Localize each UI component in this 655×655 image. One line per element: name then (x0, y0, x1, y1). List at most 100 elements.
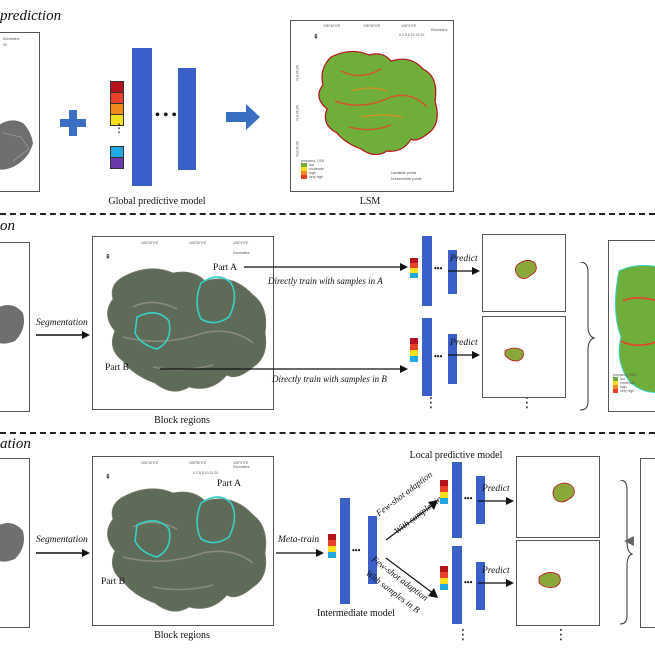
legend-item: high (301, 171, 324, 175)
adapt-arrow-a (385, 500, 438, 541)
lat-label: 30°20'0"N (295, 141, 299, 157)
ellipsis-icon: ⋮ (554, 627, 568, 643)
global-model-network: ⋮ • • • (105, 48, 205, 188)
segmentation-label: Segmentation (36, 318, 88, 328)
lon-label: 105°40'0"E (141, 461, 159, 465)
merged-map: prepared_LSM low moderate high very high (608, 240, 655, 412)
input-strip (110, 81, 124, 126)
lsm-map-shape (318, 50, 438, 156)
section1-title: prediction (0, 8, 62, 24)
ellipsis-icon: ⋮ (424, 395, 438, 411)
train-arrow-a (244, 263, 408, 271)
ellipsis-icon: • • • (155, 108, 177, 123)
lon-label: 106°0'0"E (401, 24, 417, 28)
train-arrow-b (160, 365, 408, 373)
section-divider (0, 432, 655, 434)
map-legend: prepared_LSM low moderate high very high (301, 159, 324, 179)
arrow-right-icon (226, 104, 260, 130)
network-b: ••• (410, 318, 480, 398)
network-layer (452, 462, 462, 538)
nonlandslide-points-label: Nonlandslide points (391, 177, 422, 181)
segmentation-arrow (36, 331, 90, 339)
landslide-points-label: Landslide points (391, 171, 417, 175)
part-a-label: Part A (217, 479, 242, 489)
legend-item: low (301, 163, 324, 167)
scale-unit: Kilometers (233, 251, 250, 255)
lat-label: 30°30'0"N (295, 105, 299, 121)
network-a: ••• (410, 236, 480, 306)
global-model-caption: Global predictive model (108, 196, 206, 207)
meta-train-label: Meta-train (278, 535, 320, 545)
bracket-icon (620, 480, 634, 625)
network-layer (178, 68, 196, 170)
scale-unit: Kilometers (233, 465, 250, 469)
arrow-left-icon (624, 536, 634, 546)
predict-arrow-a (478, 497, 514, 505)
intermediate-model: ••• (326, 498, 386, 608)
lon-label: 105°50'0"E (189, 241, 207, 245)
lon-label: 105°40'0"E (141, 241, 159, 245)
network-layer (422, 236, 432, 306)
legend-item: very high (301, 175, 324, 179)
legend-title: prepared_LSM (301, 159, 325, 163)
lon-label: 106°0'0"E (233, 241, 249, 245)
network-layer (132, 48, 152, 186)
network-layer (448, 250, 457, 294)
network-layer (340, 498, 350, 604)
ellipsis-icon: ⋮ (113, 121, 125, 135)
seg-block-map: 105°40'0"E 105°50'0"E 106°0'0"E ⇞ Kilome… (92, 236, 274, 410)
predict-arrow-b (448, 351, 480, 359)
train-b-label: Directly train with samples in B (272, 374, 387, 384)
lon-label: 105°50'0"E (363, 24, 381, 28)
scale-nums: 0 2.5 5 10 15 20 (193, 471, 219, 475)
segmentation-label: Segmentation (36, 535, 88, 545)
lsm-map: 105°40'0"E 105°50'0"E 106°0'0"E ⇞ 0 2.5 … (290, 20, 454, 192)
segmentation-arrow (36, 549, 90, 557)
predict-a-label: Predict (482, 484, 510, 494)
output-map-b (516, 540, 600, 626)
merged-legend: prepared_LSM low moderate high very high (613, 373, 636, 393)
ellipsis-icon: ⋮ (456, 627, 470, 643)
network-layer (422, 318, 432, 396)
ellipsis-icon: ⋮ (520, 395, 534, 411)
local-network-a: ••• (440, 462, 500, 542)
intermediate-caption: Intermediate model (316, 608, 396, 619)
network-layer (452, 546, 462, 624)
part-a-label: Part A (213, 263, 238, 273)
global-map-scale: Kilometers (3, 37, 20, 41)
scale-unit: Kilometers (431, 28, 448, 32)
output-map-b (482, 316, 566, 398)
seg-regions-caption: Block regions (154, 415, 210, 426)
lon-label: 105°50'0"E (189, 461, 207, 465)
predict-arrow-b (478, 579, 514, 587)
network-layer (476, 562, 485, 610)
lsm-caption: LSM (359, 196, 381, 207)
network-layer (476, 476, 485, 524)
meta-block-map: 105°40'0"E 105°50'0"E 106°0'0"E ⇞ 0 2.5 … (92, 456, 274, 626)
meta-regions-caption: Block regions (154, 630, 210, 641)
section3-title: ation (0, 436, 31, 452)
lon-label: 105°40'0"E (323, 24, 341, 28)
predict-b-label: Predict (482, 566, 510, 576)
train-a-label: Directly train with samples in A (268, 276, 383, 286)
scale-nums: 0 2.5 5 10 15 20 (399, 33, 425, 37)
lon-label: 106°0'0"E (233, 461, 249, 465)
global-input-map: Kilometers 20 (0, 32, 40, 192)
bracket-icon (580, 262, 596, 411)
global-input-map-shape (0, 120, 33, 170)
merged-map (640, 458, 655, 628)
section-divider (0, 213, 655, 215)
north-arrow-icon: ⇞ (313, 33, 319, 41)
predict-arrow-a (448, 267, 480, 275)
legend-title: prepared_LSM (613, 373, 637, 377)
legend-item: moderate (301, 167, 324, 171)
adapt-arrow-b (385, 557, 438, 598)
meta-train-arrow (276, 549, 324, 557)
output-map-a (516, 456, 600, 538)
legend-item: very high (613, 389, 636, 393)
north-arrow-icon: ⇞ (105, 253, 111, 261)
meta-input-map (0, 458, 30, 628)
lat-label: 30°40'0"N (295, 65, 299, 81)
legend-item: high (613, 385, 636, 389)
network-layer (448, 334, 457, 384)
